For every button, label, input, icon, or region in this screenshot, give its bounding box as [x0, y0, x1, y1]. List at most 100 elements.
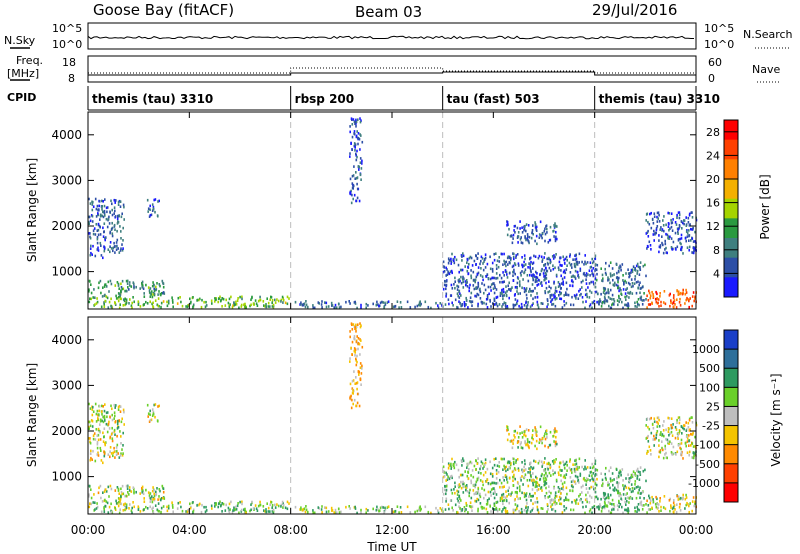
power-cell — [535, 278, 537, 281]
power-cell — [505, 285, 507, 288]
velocity-cell — [586, 500, 588, 504]
velocity-cell — [450, 467, 452, 470]
station-title: Goose Bay (fitACF) — [93, 1, 234, 19]
power-cell — [533, 254, 535, 258]
power-cell — [166, 304, 169, 308]
velocity-cell — [133, 505, 135, 509]
velocity-cell — [582, 505, 584, 509]
velocity-cell — [636, 477, 638, 480]
power-cell — [376, 300, 378, 304]
power-cell — [586, 295, 588, 299]
velocity-cell — [544, 496, 547, 500]
velocity-cell — [520, 507, 523, 511]
velocity-cell — [659, 500, 661, 503]
velocity-cell — [104, 403, 106, 406]
power-cell — [125, 298, 128, 301]
power-cell — [351, 123, 354, 126]
velocity-cell — [672, 501, 675, 505]
velocity-cell — [532, 481, 534, 485]
velocity-cell — [619, 503, 622, 506]
velocity-cell — [96, 505, 99, 509]
velocity-cell — [351, 387, 354, 390]
velocity-cell — [351, 398, 353, 402]
velocity-cell — [119, 454, 122, 457]
power-cell — [658, 245, 661, 249]
power-cell — [442, 270, 445, 274]
power-cell — [489, 277, 492, 281]
velocity-cell — [125, 506, 128, 509]
power-cell — [562, 280, 564, 284]
velocity-cell — [655, 433, 658, 437]
velocity-cell — [448, 464, 450, 467]
power-cell — [688, 305, 690, 309]
power-cell — [688, 229, 690, 232]
power-cell — [553, 293, 555, 297]
velocity-cell — [503, 457, 505, 461]
power-cell — [545, 277, 548, 280]
velocity-cell — [594, 459, 597, 463]
power-cell — [349, 155, 351, 158]
velocity-cell — [125, 494, 128, 498]
velocity-cell — [445, 492, 447, 496]
velocity-cell — [356, 511, 358, 515]
velocity-cell — [96, 446, 99, 450]
power-cell — [354, 120, 356, 124]
power-cell — [559, 263, 561, 267]
velocity-cell — [484, 493, 487, 497]
power-cell — [548, 266, 551, 270]
velocity-cell — [122, 444, 124, 447]
power-cell — [445, 287, 447, 291]
power-cell — [671, 248, 674, 251]
power-cell — [465, 283, 467, 287]
power-cell — [447, 257, 450, 260]
power-cell — [554, 225, 556, 228]
velocity-cell — [147, 412, 150, 415]
velocity-cell — [125, 507, 127, 511]
velocity-cell — [352, 389, 354, 392]
power-cell — [236, 299, 239, 303]
velocity-cell — [114, 420, 117, 423]
power-cell — [359, 172, 362, 176]
velocity-cell — [443, 488, 446, 492]
velocity-cell — [537, 483, 540, 487]
power-cell — [110, 199, 112, 203]
sky-left-tick-top: 10^5 — [52, 22, 82, 35]
velocity-cell — [157, 509, 160, 513]
velocity-cell — [592, 485, 594, 489]
velocity-cell — [115, 499, 117, 503]
power-cell — [179, 296, 181, 299]
power-cell — [122, 298, 125, 301]
power-cell — [104, 299, 106, 303]
power-cell — [266, 297, 268, 300]
velocity-cell — [161, 484, 164, 488]
power-cell — [572, 274, 574, 278]
power-cell — [465, 282, 467, 285]
power-cell — [487, 277, 490, 280]
power-cell — [142, 303, 145, 307]
power-cell — [103, 305, 106, 308]
velocity-cell — [520, 446, 523, 449]
power-cell — [99, 215, 102, 218]
power-cell — [224, 304, 227, 307]
velocity-cell — [686, 440, 689, 443]
power-cell — [228, 297, 231, 301]
sky-left-tick-bottom: 10^0 — [52, 38, 82, 51]
velocity-cell — [104, 488, 107, 491]
power-cell — [678, 211, 681, 214]
power-cell — [541, 284, 543, 287]
velocity-cell — [525, 510, 528, 513]
velocity-cell — [361, 345, 364, 349]
velocity-cell — [305, 508, 308, 512]
power-cell — [630, 271, 632, 274]
power-cell — [532, 278, 534, 282]
velocity-cell — [591, 466, 594, 470]
power-cell — [565, 281, 568, 285]
power-cell — [691, 228, 694, 231]
power-cell — [495, 272, 498, 275]
power-cell — [262, 300, 265, 303]
x-tick-label: 08:00 — [273, 523, 308, 537]
velocity-cell — [611, 472, 614, 475]
velocity-cell — [117, 426, 120, 429]
velocity-cell — [267, 510, 270, 513]
velocity-cell — [576, 475, 579, 479]
